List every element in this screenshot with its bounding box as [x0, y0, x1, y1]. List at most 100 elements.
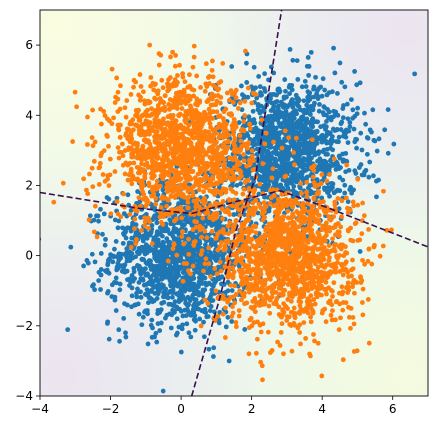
blue-point: [188, 312, 194, 318]
orange-point: [136, 107, 141, 113]
orange-point: [186, 251, 192, 257]
orange-point: [144, 160, 150, 166]
orange-point: [177, 111, 183, 117]
orange-point: [138, 228, 144, 233]
orange-point: [221, 247, 227, 253]
orange-point: [273, 216, 279, 221]
orange-point: [389, 227, 394, 233]
blue-point: [336, 134, 342, 140]
blue-point: [346, 128, 352, 134]
blue-point: [302, 78, 308, 84]
orange-point: [345, 205, 350, 211]
blue-point: [195, 263, 201, 269]
blue-point: [264, 124, 270, 130]
orange-point: [158, 107, 164, 113]
orange-point: [233, 218, 239, 224]
orange-point: [132, 216, 138, 222]
orange-point: [165, 189, 170, 195]
orange-point: [107, 156, 113, 162]
blue-point: [123, 330, 128, 336]
blue-point: [219, 274, 225, 280]
orange-point: [141, 89, 146, 95]
blue-point: [155, 307, 161, 313]
orange-point: [207, 81, 212, 86]
orange-point: [212, 317, 218, 323]
blue-point: [182, 248, 188, 253]
blue-point: [328, 141, 334, 147]
blue-point: [329, 180, 335, 186]
blue-point: [136, 311, 142, 317]
blue-point: [163, 286, 169, 292]
orange-point: [133, 241, 139, 247]
blue-point: [211, 354, 216, 359]
orange-point: [135, 176, 140, 182]
orange-point: [257, 287, 263, 293]
blue-point: [140, 245, 145, 251]
orange-point: [297, 303, 303, 309]
blue-point: [134, 294, 140, 300]
orange-point: [156, 62, 162, 68]
orange-point: [263, 277, 269, 283]
orange-point: [153, 96, 159, 102]
blue-point: [113, 275, 119, 281]
blue-point: [160, 388, 166, 394]
orange-point: [311, 216, 317, 221]
blue-point: [292, 178, 297, 184]
blue-point: [216, 264, 221, 270]
orange-point: [238, 169, 244, 175]
blue-point: [302, 129, 308, 134]
orange-point: [191, 87, 197, 93]
blue-point: [98, 272, 104, 278]
orange-point: [99, 150, 105, 156]
blue-point: [316, 136, 322, 142]
blue-point: [200, 274, 206, 279]
blue-point: [297, 185, 303, 191]
blue-point: [242, 212, 247, 217]
orange-point: [175, 73, 180, 78]
blue-point: [135, 189, 141, 194]
orange-point: [331, 156, 337, 162]
blue-point: [229, 64, 235, 69]
blue-point: [328, 114, 334, 120]
blue-point: [131, 269, 137, 275]
orange-point: [159, 77, 165, 83]
blue-point: [216, 320, 222, 326]
blue-point: [147, 281, 153, 287]
blue-point: [129, 293, 135, 299]
blue-point: [179, 326, 185, 332]
orange-point: [251, 158, 256, 164]
blue-point: [261, 165, 267, 171]
blue-point: [277, 122, 283, 128]
blue-point: [287, 129, 293, 135]
blue-point: [302, 138, 307, 144]
orange-point: [304, 179, 310, 185]
blue-point: [354, 111, 360, 117]
orange-point: [246, 140, 252, 145]
blue-point: [154, 283, 160, 289]
orange-point: [350, 238, 356, 244]
orange-point: [218, 100, 223, 106]
blue-point: [335, 91, 340, 96]
orange-point: [218, 94, 224, 100]
blue-point: [143, 266, 148, 272]
orange-point: [202, 297, 208, 303]
blue-point: [154, 339, 160, 345]
orange-point: [303, 336, 309, 341]
orange-point: [241, 158, 247, 164]
orange-point: [115, 145, 121, 151]
orange-point: [136, 165, 142, 171]
orange-point: [351, 321, 357, 327]
blue-point: [103, 236, 108, 242]
orange-point: [91, 229, 97, 235]
orange-point: [191, 43, 197, 49]
orange-point: [158, 173, 164, 179]
orange-point: [309, 227, 315, 233]
orange-point: [185, 199, 191, 205]
orange-point: [257, 181, 263, 187]
orange-point: [350, 257, 355, 263]
blue-point: [161, 240, 166, 246]
orange-point: [214, 98, 220, 104]
blue-point: [299, 171, 305, 176]
orange-point: [304, 194, 310, 200]
orange-point: [179, 234, 185, 239]
